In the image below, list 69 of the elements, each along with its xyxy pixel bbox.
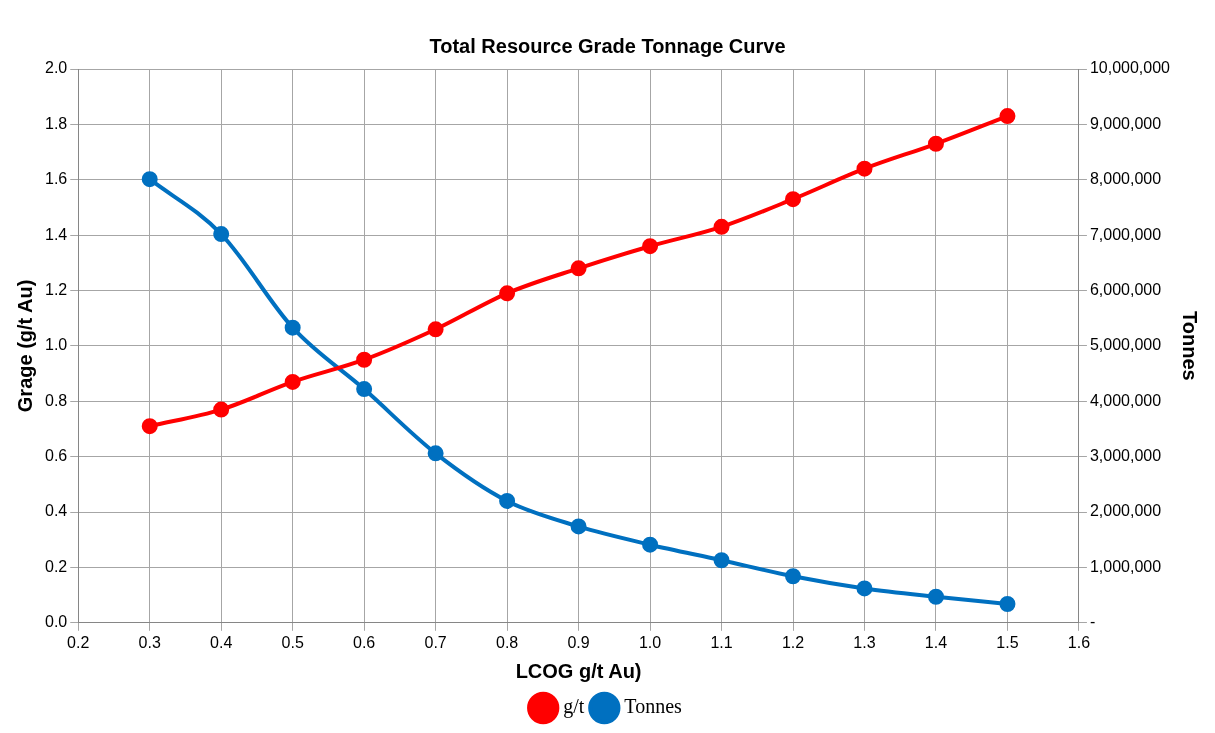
- y2-tick-label: 9,000,000: [1089, 114, 1162, 132]
- x-tick-label: 1.1: [710, 633, 733, 651]
- y2-tick-label: 3,000,000: [1089, 447, 1162, 465]
- y2-tick-label: 2,000,000: [1089, 502, 1162, 520]
- y-tick-label: 0.6: [44, 447, 68, 465]
- y-tick-label: 0.8: [44, 391, 68, 409]
- x-tick-label: 0.6: [353, 633, 376, 651]
- point: [141, 418, 158, 435]
- point: [713, 218, 730, 235]
- point: [642, 536, 659, 553]
- y2-tick-label: 7,000,000: [1089, 225, 1162, 243]
- y-tick-label: 0.4: [44, 502, 68, 520]
- y-tick-label: 1.0: [44, 336, 68, 354]
- point: [570, 260, 587, 277]
- y2-tick-label: 4,000,000: [1089, 391, 1162, 409]
- point: [284, 319, 301, 336]
- point: [499, 492, 516, 509]
- x-tick-label: 0.9: [567, 633, 590, 651]
- point: [856, 160, 873, 177]
- point: [427, 445, 444, 462]
- point: [999, 595, 1016, 612]
- legend-label: Tonnes: [624, 695, 683, 718]
- x-tick-label: 0.3: [138, 633, 161, 651]
- y2-tick-label: 8,000,000: [1089, 170, 1162, 188]
- point: [141, 171, 158, 188]
- x-axis-title: LCOG g/t Au): [515, 659, 642, 682]
- y-tick-label: 1.2: [44, 280, 68, 298]
- point: [213, 401, 230, 418]
- y-tick-label: 0.0: [44, 613, 68, 631]
- point: [284, 373, 301, 390]
- point: [499, 285, 516, 302]
- x-tick-label: 0.5: [281, 633, 304, 651]
- point: [356, 351, 373, 368]
- point: [427, 321, 444, 338]
- x-tick-label: 0.4: [210, 633, 233, 651]
- x-tick-label: 1.2: [781, 633, 805, 651]
- y2-axis-title: Tonnes: [1179, 311, 1202, 381]
- x-tick-label: 1.4: [924, 633, 948, 651]
- y-tick-label: 1.4: [44, 225, 68, 243]
- point: [856, 580, 873, 597]
- y-tick-label: 1.6: [44, 170, 68, 188]
- point: [927, 588, 944, 605]
- x-tick-label: 1.6: [1067, 633, 1091, 651]
- point: [785, 191, 802, 208]
- x-tick-label: 1.3: [853, 633, 876, 651]
- point: [213, 226, 230, 243]
- legend-label: g/t: [563, 695, 585, 719]
- y2-tick-label: 1,000,000: [1089, 557, 1162, 575]
- y-tick-label: 0.2: [44, 557, 68, 575]
- point: [785, 568, 802, 585]
- x-tick-label: 0.8: [495, 633, 519, 651]
- point: [999, 108, 1016, 125]
- x-tick-label: 1.0: [638, 633, 662, 651]
- y-axis-title: Grage (g/t Au): [13, 279, 36, 413]
- y-tick-label: 2.0: [44, 59, 68, 77]
- y2-tick-label: 6,000,000: [1089, 280, 1162, 298]
- y2-tick-label: 5,000,000: [1089, 336, 1162, 354]
- point: [356, 381, 373, 398]
- y-tick-label: 1.8: [44, 114, 68, 132]
- point: [570, 518, 587, 535]
- x-tick-label: 0.2: [67, 633, 90, 651]
- y2-tick-label: 10,000,000: [1089, 59, 1171, 77]
- x-tick-label: 1.5: [996, 633, 1019, 651]
- y2-tick-label: -: [1089, 613, 1096, 631]
- point: [713, 552, 730, 569]
- chart-title: Total Resource Grade Tonnage Curve: [429, 34, 786, 57]
- point: [642, 238, 659, 255]
- point: [927, 135, 944, 152]
- x-tick-label: 0.7: [424, 633, 447, 651]
